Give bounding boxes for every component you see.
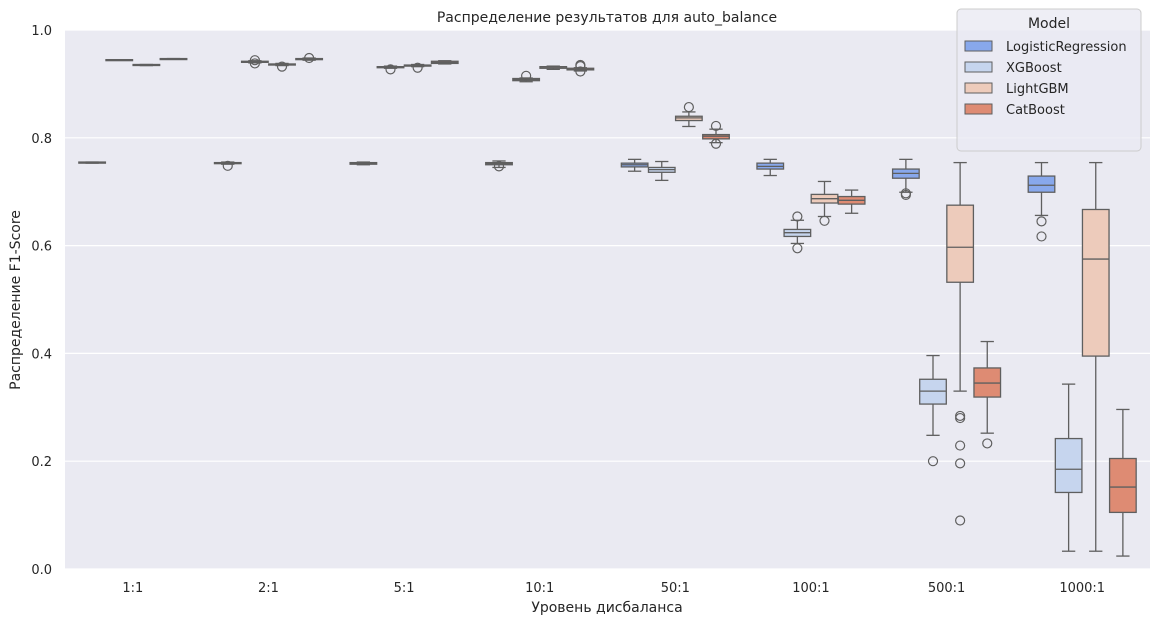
iqr-box: [1108, 457, 1137, 514]
outlier-point: [927, 456, 939, 467]
legend: Model LogisticRegression XGBoost LightGBM C…: [956, 8, 1142, 152]
box-logisticregression-100:1: [756, 158, 785, 177]
outlier-point: [1036, 231, 1047, 242]
box-logisticregression-50:1: [620, 158, 649, 172]
outlier-point: [276, 61, 288, 72]
y-tick-label: 0.6: [31, 240, 52, 255]
box-lightgbm-10:1: [539, 65, 568, 70]
box-lightgbm-5:1: [403, 62, 432, 73]
outlier-point: [710, 138, 722, 149]
box-xgboost-100:1: [783, 211, 812, 254]
legend-frame: [956, 8, 1142, 152]
outlier-point: [955, 440, 966, 451]
outlier-point: [249, 55, 260, 66]
x-tick-label: 10:1: [525, 581, 554, 596]
outlier-point: [792, 243, 803, 254]
outlier-point: [955, 458, 966, 469]
box-lightgbm-1000:1: [1081, 161, 1110, 552]
legend-entry: LogisticRegression: [1006, 40, 1127, 55]
outlier-point: [521, 70, 532, 81]
y-axis-label: Распределение F1-Score: [8, 210, 24, 390]
box-xgboost-2:1: [240, 55, 269, 69]
legend-swatch: [964, 61, 993, 73]
outlier-point: [412, 62, 423, 73]
legend-entry: LightGBM: [1006, 82, 1069, 97]
box-catboost-100:1: [837, 189, 866, 214]
box-xgboost-10:1: [512, 70, 541, 83]
box-catboost-2:1: [295, 52, 324, 64]
outlier-point: [900, 188, 911, 199]
box-lightgbm-100:1: [810, 180, 839, 226]
x-tick-label: 1:1: [122, 581, 143, 596]
x-axis-label: Уровень дисбаланса: [531, 600, 682, 616]
outlier-point: [493, 161, 505, 172]
iqr-box: [1054, 437, 1083, 494]
box-logisticregression-5:1: [349, 161, 378, 166]
box-catboost-1000:1: [1108, 408, 1137, 557]
x-tick-label: 500:1: [928, 581, 965, 596]
outlier-point: [304, 52, 315, 64]
outlier-point: [955, 515, 966, 526]
box-catboost-50:1: [702, 120, 730, 149]
box-lightgbm-2:1: [268, 61, 296, 72]
legend-swatch: [964, 103, 993, 115]
outlier-point: [982, 438, 993, 449]
box-catboost-500:1: [973, 340, 1002, 449]
iqr-box: [1027, 175, 1056, 193]
legend-entry: XGBoost: [1006, 61, 1062, 76]
y-tick-label: 0.8: [31, 132, 52, 147]
outlier-point: [385, 64, 396, 75]
box-logisticregression-10:1: [485, 160, 513, 172]
box-xgboost-500:1: [919, 354, 947, 467]
box-lightgbm-500:1: [946, 161, 975, 526]
outlier-point: [955, 412, 966, 424]
box-catboost-1:1: [159, 57, 188, 61]
outlier-point: [792, 211, 803, 222]
legend-swatch: [964, 40, 993, 52]
y-tick-label: 0.4: [31, 347, 52, 362]
box-xgboost-1000:1: [1054, 383, 1083, 552]
outlier-point: [819, 215, 830, 226]
outlier-point: [575, 61, 586, 72]
x-tick-label: 100:1: [792, 581, 829, 596]
iqr-box: [1081, 208, 1110, 357]
legend-swatch: [964, 82, 993, 94]
x-tick-label: 5:1: [394, 581, 415, 596]
box-logisticregression-1000:1: [1027, 161, 1056, 242]
box-logisticregression-1:1: [78, 161, 107, 164]
legend-title: Model: [1028, 16, 1070, 32]
outlier-point: [222, 160, 233, 171]
y-tick-label: 1.0: [31, 24, 52, 39]
iqr-box: [946, 204, 975, 283]
x-tick-label: 50:1: [661, 581, 690, 596]
box-lightgbm-1:1: [132, 63, 161, 67]
box-xgboost-5:1: [376, 64, 405, 75]
outlier-point: [1036, 216, 1047, 227]
outlier-point: [710, 120, 722, 132]
x-tick-label: 1000:1: [1059, 581, 1105, 596]
legend-entry: CatBoost: [1006, 103, 1065, 118]
y-tick-label: 0.0: [31, 563, 52, 578]
chart-title: Распределение результатов для auto_balan…: [437, 10, 777, 26]
outlier-point: [249, 58, 260, 69]
box-xgboost-50:1: [647, 160, 676, 182]
outlier-point: [575, 66, 586, 77]
box-catboost-10:1: [566, 59, 595, 77]
box-xgboost-1:1: [105, 58, 134, 62]
y-tick-label: 0.2: [31, 455, 52, 470]
box-logisticregression-500:1: [891, 158, 920, 201]
x-tick-label: 2:1: [258, 581, 279, 596]
box-lightgbm-50:1: [674, 101, 703, 128]
box-logisticregression-2:1: [213, 160, 242, 171]
box-catboost-5:1: [430, 60, 459, 65]
outlier-point: [683, 101, 694, 113]
